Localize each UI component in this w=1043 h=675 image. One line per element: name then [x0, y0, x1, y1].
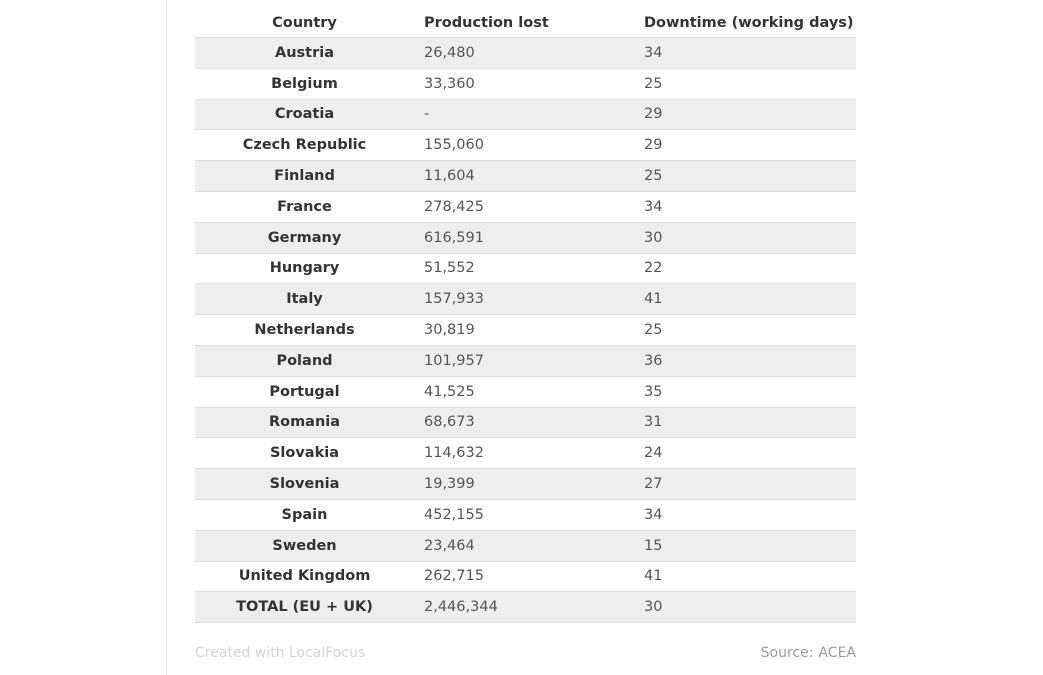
table-row: Austria 26,480 34: [195, 37, 856, 69]
table-row: France 278,425 34: [195, 191, 856, 223]
cell-production-lost: 30,819: [414, 314, 634, 346]
source-note: Source: ACEA: [761, 645, 856, 661]
cell-country: Czech Republic: [195, 129, 414, 162]
column-header-country: Country: [195, 8, 414, 38]
table-row: Sweden 23,464 15: [195, 530, 856, 562]
table-header-row: Country Production lost Downtime (workin…: [195, 8, 856, 38]
source-value: ACEA: [818, 645, 856, 661]
cell-country: Netherlands: [195, 314, 414, 346]
cell-production-lost: 616,591: [414, 222, 634, 254]
cell-country: Croatia: [195, 99, 414, 131]
cell-country: Romania: [195, 407, 414, 439]
cell-production-lost: 2,446,344: [414, 591, 634, 624]
cell-production-lost: -: [414, 99, 634, 131]
cell-downtime: 27: [634, 468, 856, 500]
data-table-container: Country Production lost Downtime (workin…: [195, 8, 856, 624]
credit-link[interactable]: Created with LocalFocus: [195, 645, 366, 661]
cell-country: Finland: [195, 160, 414, 192]
source-label: Source:: [760, 645, 814, 661]
cell-downtime: 31: [634, 407, 856, 439]
cell-downtime: 34: [634, 191, 856, 223]
table-row: Poland 101,957 36: [195, 345, 856, 377]
cell-downtime: 25: [634, 314, 856, 346]
column-header-downtime: Downtime (working days): [634, 8, 856, 38]
cell-downtime: 34: [634, 37, 856, 69]
table-row: Romania 68,673 31: [195, 407, 856, 439]
cell-production-lost: 155,060: [414, 129, 634, 162]
cell-downtime: 29: [634, 99, 856, 131]
table-row: Finland 11,604 25: [195, 160, 856, 192]
table-row: Belgium 33,360 25: [195, 68, 856, 100]
table-row: Netherlands 30,819 25: [195, 314, 856, 346]
cell-country: TOTAL (EU + UK): [195, 591, 414, 624]
cell-country: Slovakia: [195, 437, 414, 470]
production-loss-table: Country Production lost Downtime (workin…: [195, 8, 856, 624]
cell-downtime: 15: [634, 530, 856, 562]
cell-country: Hungary: [195, 253, 414, 285]
cell-production-lost: 23,464: [414, 530, 634, 562]
cell-production-lost: 157,933: [414, 283, 634, 316]
cell-downtime: 25: [634, 160, 856, 192]
cell-downtime: 30: [634, 591, 856, 624]
cell-downtime: 41: [634, 283, 856, 316]
cell-country: Italy: [195, 283, 414, 316]
table-row: Portugal 41,525 35: [195, 376, 856, 408]
cell-production-lost: 68,673: [414, 407, 634, 439]
cell-production-lost: 114,632: [414, 437, 634, 470]
cell-country: Slovenia: [195, 468, 414, 500]
cell-country: Belgium: [195, 68, 414, 100]
cell-downtime: 35: [634, 376, 856, 408]
page-divider: [166, 0, 167, 675]
cell-country: Portugal: [195, 376, 414, 408]
cell-country: Sweden: [195, 530, 414, 562]
cell-country: Austria: [195, 37, 414, 69]
table-row: Croatia -29: [195, 99, 856, 131]
cell-country: Germany: [195, 222, 414, 254]
cell-production-lost: 41,525: [414, 376, 634, 408]
cell-production-lost: 278,425: [414, 191, 634, 223]
table-row: United Kingdom 262,715 41: [195, 561, 856, 593]
cell-production-lost: 33,360: [414, 68, 634, 100]
cell-country: Poland: [195, 345, 414, 377]
cell-production-lost: 452,155: [414, 499, 634, 531]
column-header-production-lost: Production lost: [414, 8, 634, 38]
table-row: Slovakia 114,632 24: [195, 437, 856, 470]
table-row: Czech Republic 155,060 29: [195, 129, 856, 162]
cell-production-lost: 262,715: [414, 561, 634, 593]
cell-downtime: 25: [634, 68, 856, 100]
table-row: TOTAL (EU + UK) 2,446,344 30: [195, 591, 856, 624]
cell-production-lost: 51,552: [414, 253, 634, 285]
cell-production-lost: 101,957: [414, 345, 634, 377]
cell-country: France: [195, 191, 414, 223]
cell-downtime: 29: [634, 129, 856, 162]
table-row: Germany 616,591 30: [195, 222, 856, 254]
table-body: Austria 26,480 34 Belgium 33,360 25 Croatia -29…: [195, 37, 856, 624]
cell-downtime: 36: [634, 345, 856, 377]
cell-downtime: 41: [634, 561, 856, 593]
cell-downtime: 22: [634, 253, 856, 285]
cell-country: Spain: [195, 499, 414, 531]
table-row: Hungary 51,552 22: [195, 253, 856, 285]
cell-downtime: 34: [634, 499, 856, 531]
cell-production-lost: 11,604: [414, 160, 634, 192]
table-row: Spain 452,155 34: [195, 499, 856, 531]
cell-production-lost: 19,399: [414, 468, 634, 500]
cell-production-lost: 26,480: [414, 37, 634, 69]
table-row: Italy 157,933 41: [195, 283, 856, 316]
cell-country: United Kingdom: [195, 561, 414, 593]
cell-downtime: 24: [634, 437, 856, 470]
table-row: Slovenia 19,399 27: [195, 468, 856, 500]
cell-downtime: 30: [634, 222, 856, 254]
